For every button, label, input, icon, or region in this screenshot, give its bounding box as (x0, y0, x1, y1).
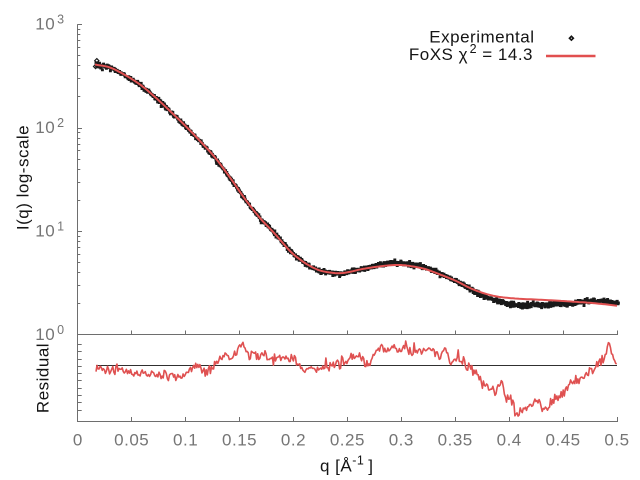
svg-text:0.15: 0.15 (222, 431, 257, 450)
svg-text:10: 10 (35, 221, 55, 240)
svg-text:10: 10 (35, 325, 55, 344)
svg-text:10: 10 (35, 15, 55, 34)
svg-text:0.1: 0.1 (173, 431, 198, 450)
svg-text:10: 10 (35, 118, 55, 137)
svg-text:Experimental: Experimental (429, 27, 534, 46)
svg-text:q [Å-1 ]: q [Å-1 ] (320, 454, 374, 476)
svg-text:2: 2 (57, 116, 64, 130)
svg-text:FoXS χ 2 = 14.3: FoXS χ 2 = 14.3 (409, 42, 533, 64)
svg-text:0.2: 0.2 (281, 431, 306, 450)
svg-text:Residual: Residual (34, 343, 53, 413)
svg-text:1: 1 (57, 219, 64, 233)
svg-text:0.45: 0.45 (546, 431, 581, 450)
svg-text:I(q) log-scale: I(q) log-scale (14, 125, 33, 230)
svg-text:0.25: 0.25 (330, 431, 365, 450)
svg-text:3: 3 (57, 13, 64, 27)
svg-text:0: 0 (57, 323, 64, 337)
svg-text:0: 0 (73, 431, 83, 450)
svg-text:0.4: 0.4 (497, 431, 522, 450)
svg-text:0.35: 0.35 (438, 431, 473, 450)
svg-text:0.5: 0.5 (604, 431, 629, 450)
svg-text:0.3: 0.3 (389, 431, 414, 450)
svg-text:0.05: 0.05 (114, 431, 149, 450)
